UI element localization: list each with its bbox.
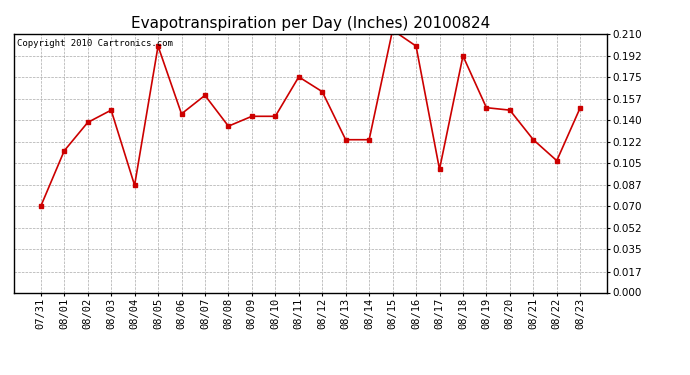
Title: Evapotranspiration per Day (Inches) 20100824: Evapotranspiration per Day (Inches) 2010… [131,16,490,31]
Text: Copyright 2010 Cartronics.com: Copyright 2010 Cartronics.com [17,39,172,48]
